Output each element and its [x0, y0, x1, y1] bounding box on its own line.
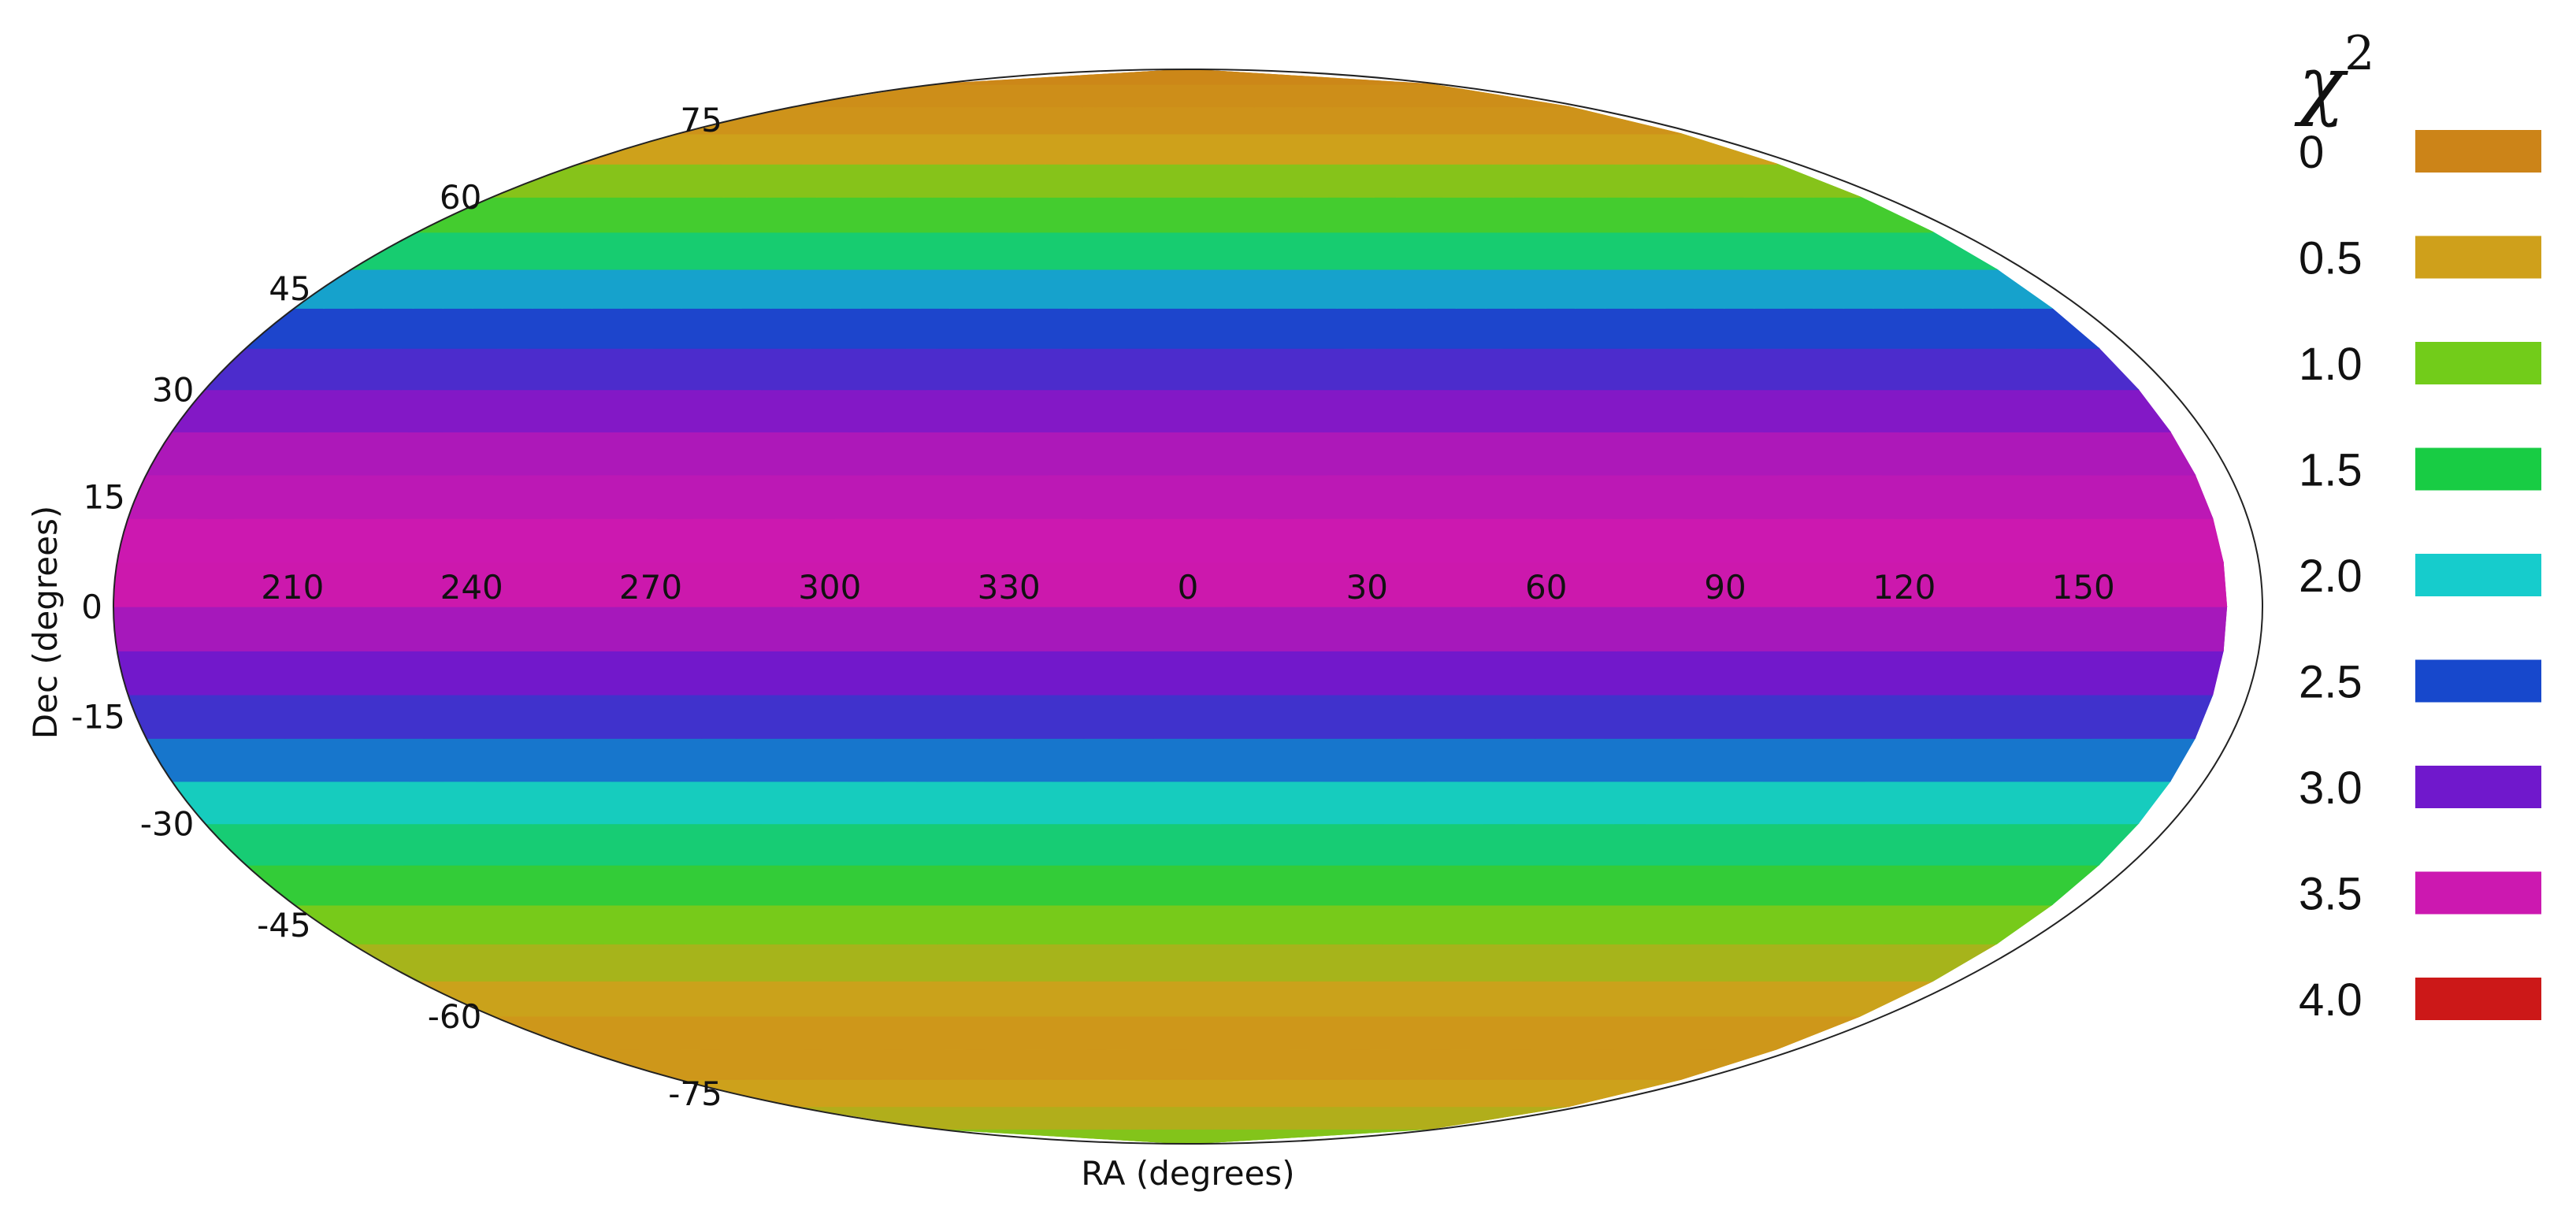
- heatmap-cell: [578, 1048, 1777, 1080]
- heatmap-cell: [113, 606, 2228, 651]
- legend-title: χ2: [2294, 26, 2374, 128]
- legend-entry-label: 3.5: [2299, 869, 2363, 920]
- legend-swatch: [2415, 447, 2541, 491]
- heatmap-cell: [116, 650, 2224, 696]
- legend-swatch: [2415, 659, 2541, 703]
- ra-tick-label: 120: [1873, 568, 1936, 607]
- dec-tick-label: 60: [440, 178, 481, 217]
- legend-title-symbol: χ: [2294, 40, 2348, 128]
- heatmap-cell: [350, 943, 1999, 982]
- map-outline: [113, 69, 2263, 1145]
- legend-entry-label: 1.5: [2299, 445, 2363, 496]
- ra-tick-label: 240: [440, 568, 503, 607]
- ra-tick-label: 150: [2052, 568, 2115, 607]
- ra-tick-label: 30: [1346, 568, 1388, 607]
- heatmap-cell: [127, 474, 2214, 519]
- heatmap-cell: [145, 737, 2196, 782]
- ra-tick-labels: 210 240 270 300 330 0 30 60 90 120 150: [261, 568, 2115, 607]
- legend-entry-label: 0: [2299, 127, 2324, 178]
- heatmap-cell: [492, 1015, 1861, 1050]
- dec-tick-label: -45: [257, 906, 311, 945]
- dec-tick-label: 30: [152, 371, 194, 410]
- legend-entry-label: 3.0: [2299, 763, 2363, 814]
- ra-tick-label: 270: [619, 568, 682, 607]
- heatmap-cell: [492, 163, 1861, 198]
- ra-tick-label: 300: [798, 568, 861, 607]
- dec-tick-label: 15: [83, 477, 124, 516]
- x-axis-title: RA (degrees): [1081, 1154, 1294, 1193]
- legend-swatch: [2415, 236, 2541, 279]
- ra-tick-label: 210: [261, 568, 324, 607]
- legend-entry-label: 2.0: [2299, 551, 2363, 602]
- dec-tick-label: 75: [680, 101, 722, 139]
- heatmap-cell: [145, 431, 2196, 476]
- legend-title-superscript: 2: [2344, 26, 2374, 81]
- heatmap-cell: [170, 388, 2172, 432]
- legend-entry-label: 1.0: [2299, 339, 2363, 390]
- dec-tick-label: -15: [71, 698, 125, 737]
- heatmap-cell: [203, 822, 2140, 866]
- ra-tick-label: 0: [1178, 568, 1199, 607]
- heatmap-cell: [292, 269, 2054, 309]
- legend-entry-label: 4.0: [2299, 974, 2363, 1026]
- dec-tick-labels: 75 60 45 30 15 0 -15 -30 -45 -60 -75: [71, 101, 722, 1113]
- legend-entry-label: 2.5: [2299, 657, 2363, 708]
- legend: χ2 0 0.5 1.0 1.5 2.0 2.5 3.0 3.5 4.0: [2294, 26, 2541, 1026]
- heatmap-cell: [677, 106, 1682, 135]
- heatmap-cells: [113, 69, 2228, 1144]
- heatmap-cell: [170, 781, 2172, 825]
- legend-swatch: [2415, 554, 2541, 596]
- dec-tick-label: 0: [81, 588, 102, 626]
- heatmap-cell: [244, 307, 2100, 349]
- ra-tick-label: 90: [1704, 568, 1746, 607]
- dec-tick-label: 45: [269, 269, 310, 308]
- dec-tick-label: -75: [668, 1074, 722, 1113]
- dec-tick-label: -30: [140, 805, 195, 844]
- legend-swatch: [2415, 766, 2541, 808]
- heatmap-cell: [350, 232, 1999, 270]
- ra-tick-label: 60: [1525, 568, 1567, 607]
- heatmap-cell: [937, 69, 1431, 85]
- heatmap-cell: [578, 133, 1777, 165]
- heatmap-cell: [127, 694, 2214, 739]
- heatmap-cell: [292, 904, 2054, 945]
- heatmap-cell: [203, 347, 2140, 391]
- heatmap-cell: [677, 1078, 1682, 1108]
- ra-tick-label: 330: [978, 568, 1041, 607]
- legend-swatch: [2415, 871, 2541, 915]
- legend-entries: 0 0.5 1.0 1.5 2.0 2.5 3.0 3.5 4.0: [2299, 127, 2541, 1026]
- heatmap-cell: [116, 518, 2224, 563]
- y-axis-title: Dec (degrees): [26, 506, 65, 739]
- heatmap-cell: [417, 980, 1933, 1017]
- legend-swatch: [2415, 342, 2541, 384]
- legend-swatch: [2415, 978, 2541, 1020]
- legend-entry-label: 0.5: [2299, 233, 2363, 284]
- legend-swatch: [2415, 130, 2541, 173]
- dec-tick-label: -60: [428, 997, 482, 1036]
- heatmap-cell: [417, 196, 1933, 233]
- heatmap-cell: [244, 864, 2100, 906]
